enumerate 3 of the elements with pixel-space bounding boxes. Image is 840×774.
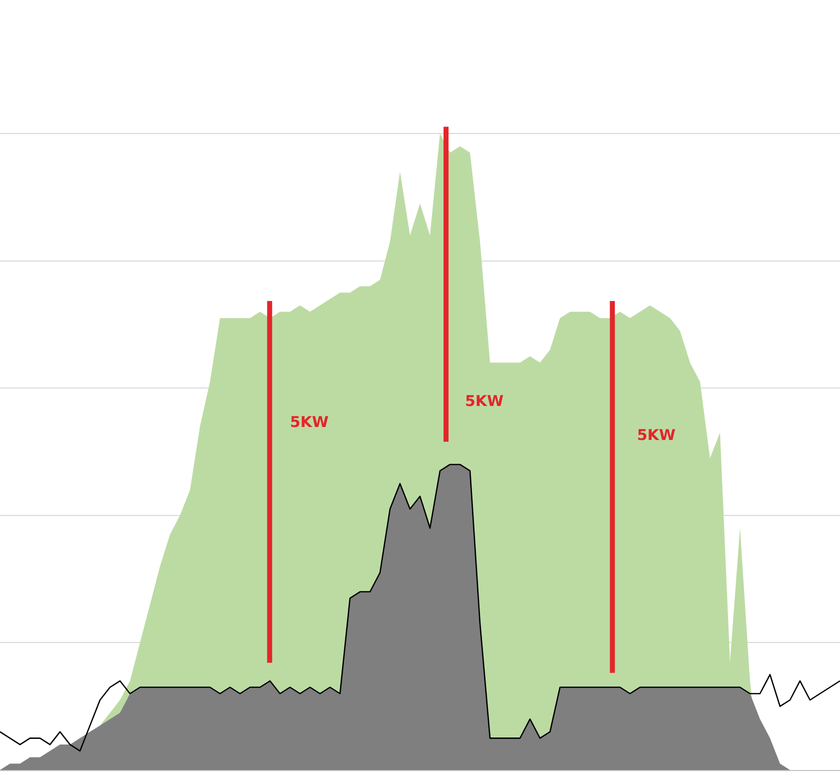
annotation: 5KW bbox=[637, 426, 676, 444]
annotation: 5KW bbox=[465, 392, 504, 410]
annotation: 5KW bbox=[290, 413, 330, 431]
